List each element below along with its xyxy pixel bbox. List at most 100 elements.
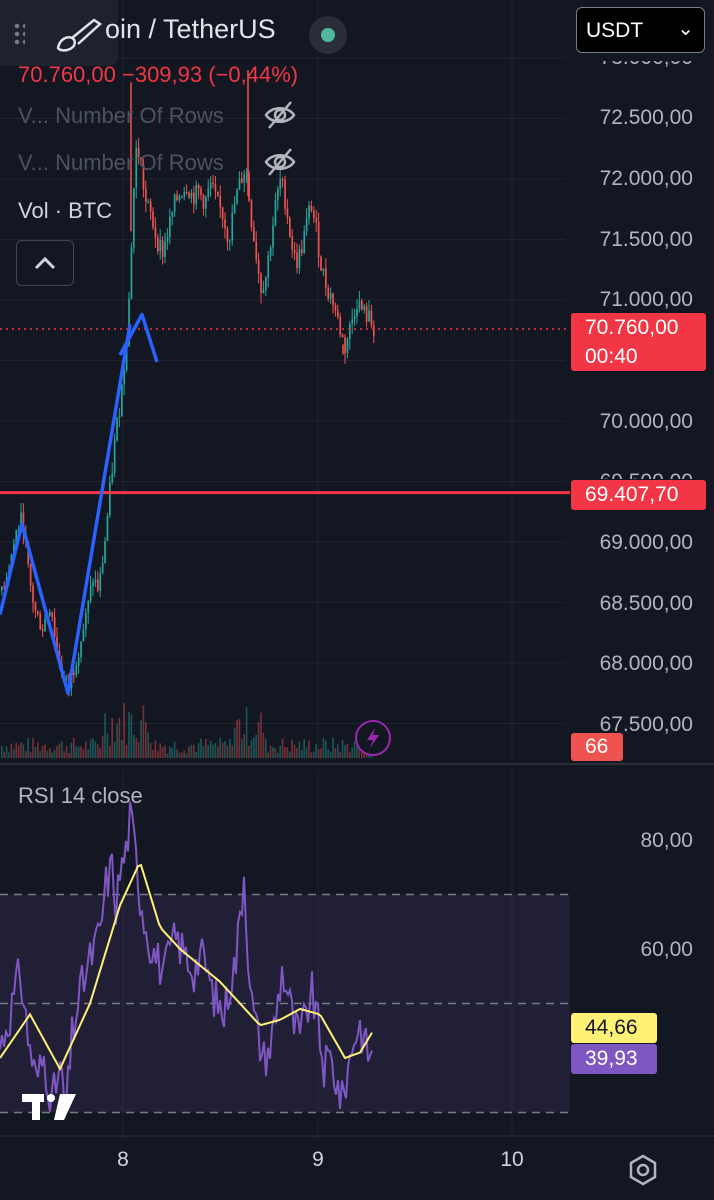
drawing-layer[interactable]: [0, 312, 570, 695]
lightning-icon[interactable]: [355, 720, 391, 756]
currency-select[interactable]: USDT ⌄: [576, 7, 705, 53]
symbol-title[interactable]: oin / TetherUS: [105, 14, 276, 44]
volume-bar: [41, 746, 44, 758]
volume-bar: [219, 737, 221, 758]
volume-label[interactable]: Vol · BTC: [18, 198, 113, 223]
indicator-row-2[interactable]: V... Number Of Rows: [18, 150, 224, 175]
time-label: 9: [312, 1148, 324, 1171]
volume-bar: [286, 747, 289, 758]
volume-bar: [325, 740, 327, 758]
volume-bar: [253, 737, 255, 758]
toolbar-float[interactable]: [0, 0, 118, 66]
volume-bar: [65, 746, 68, 758]
volume-bar: [121, 739, 123, 758]
volume-bar: [221, 742, 224, 758]
candle: [178, 196, 181, 200]
rsi-ma-tag: 44,66: [571, 1013, 657, 1043]
volume-bar: [10, 743, 13, 758]
candle: [363, 306, 366, 310]
volume-bar: [49, 747, 51, 758]
candle: [317, 221, 320, 257]
volume-bar: [337, 744, 339, 758]
candle: [231, 212, 234, 241]
volume-bar: [351, 747, 353, 758]
collapse-button[interactable]: [16, 240, 74, 286]
volume-bar: [101, 735, 104, 758]
candle: [221, 207, 224, 220]
candle: [41, 629, 44, 632]
rsi-label[interactable]: RSI 14 close: [18, 783, 143, 808]
volume-bar: [13, 749, 15, 758]
candle: [113, 440, 116, 473]
eye-off-icon[interactable]: [263, 98, 297, 132]
volume-bar: [157, 751, 159, 758]
volume-bar: [339, 751, 341, 758]
candle: [94, 579, 97, 583]
volume-bar: [349, 752, 351, 758]
volume-bar: [207, 745, 209, 758]
alert-price-tag[interactable]: 69.407,70: [571, 480, 706, 510]
candle: [267, 255, 270, 278]
volume-bar: [106, 733, 109, 758]
volume-bar: [274, 748, 277, 758]
candle: [346, 339, 349, 354]
candle: [181, 196, 183, 198]
candle: [106, 515, 109, 542]
volume-bar: [22, 744, 25, 758]
candle: [265, 277, 267, 290]
candle: [137, 147, 140, 158]
candle: [135, 147, 138, 189]
candle: [337, 310, 339, 317]
volume-bar: [190, 744, 193, 758]
volume-bar: [217, 746, 219, 758]
brush-icon[interactable]: [54, 16, 104, 54]
candle: [262, 289, 265, 293]
candle: [298, 249, 301, 268]
candle-series: [1, 70, 375, 697]
drag-handle-icon[interactable]: [13, 22, 25, 46]
candle: [80, 641, 82, 658]
volume-bar: [238, 719, 241, 758]
candle: [65, 675, 68, 677]
candle: [77, 657, 80, 666]
arrow-head: [118, 312, 159, 363]
eye-off-icon[interactable]: [263, 145, 297, 179]
volume-bar: [116, 724, 118, 758]
volume-bar: [245, 707, 248, 758]
candle: [301, 249, 303, 253]
candle: [161, 239, 164, 257]
volume-bar: [152, 749, 154, 758]
candle: [257, 259, 260, 274]
candle: [226, 228, 229, 242]
indicator-row-1[interactable]: V... Number Of Rows: [18, 103, 224, 128]
volume-bar: [80, 746, 82, 758]
candle: [173, 194, 176, 212]
candle: [190, 192, 193, 198]
volume-bar: [68, 752, 70, 758]
candle: [315, 217, 318, 222]
volume-bar: [85, 741, 87, 758]
volume-bar: [255, 734, 257, 758]
candle: [207, 188, 210, 198]
volume-bar: [346, 743, 349, 758]
volume-bar: [185, 753, 188, 758]
volume-bar: [25, 750, 27, 758]
rsi-line: [0, 801, 373, 1112]
candle: [255, 241, 258, 260]
candle: [188, 192, 190, 198]
volume-bar: [44, 744, 46, 758]
tradingview-logo-icon[interactable]: [20, 1090, 78, 1122]
volume-bar: [243, 734, 245, 758]
rsi-ma-line: [0, 863, 373, 1072]
volume-bar: [73, 737, 75, 758]
candle: [243, 174, 246, 183]
candle: [341, 334, 344, 338]
candle: [118, 416, 121, 418]
volume-bar: [27, 738, 29, 758]
volume-bar: [205, 738, 207, 758]
gear-icon[interactable]: [625, 1152, 661, 1188]
volume-bar: [262, 733, 265, 758]
candle: [152, 211, 154, 228]
candle: [233, 203, 236, 213]
